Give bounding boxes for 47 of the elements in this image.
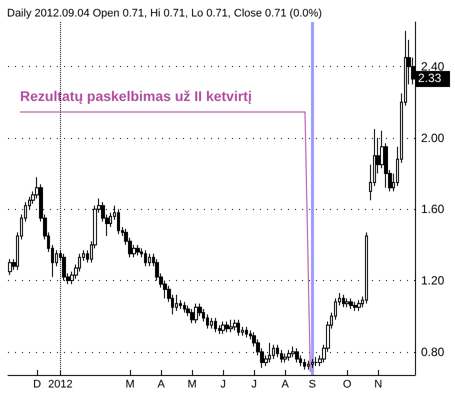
y-tick-label: 2.00 [421,130,445,145]
candlestick [144,250,147,267]
candlestick [272,344,275,360]
x-tick-label: D [33,378,42,390]
candlestick [221,321,225,334]
candlestick [283,353,287,364]
candlestick [148,253,151,267]
candlestick [314,356,318,367]
candlestick [194,303,198,324]
y-tick-label: 1.20 [421,274,445,288]
x-tick-label: A [281,378,290,390]
y-tick-label: 2.40 [421,60,445,74]
candlestick [345,298,349,308]
candlestick [303,358,306,370]
candlestick [175,294,178,312]
candlestick [214,317,217,333]
x-tick-label: M [126,378,135,390]
x-tick-label: J [251,378,257,390]
x-tick-label: J [220,378,226,390]
candlestick [229,319,233,333]
y-tick-label: 0.80 [421,344,445,359]
candlestick [311,358,314,368]
candlestick [225,321,229,333]
x-tick-label: M [188,378,197,390]
candlestick [183,301,186,314]
x-tick-label: A [157,378,166,390]
candlestick [8,258,12,276]
x-tick-label: 2012 [48,378,73,390]
candlestick [287,350,291,362]
candlestick [237,319,240,336]
annotation: Rezultatų paskelbimas už II ketvirtį [20,88,252,104]
candlestick [210,317,213,330]
text: 2.33 [418,71,442,86]
candlestick [349,298,353,310]
x-tick-label: O [342,378,352,390]
candlestick [307,360,310,370]
candlestick [357,300,361,312]
candlestick [365,232,368,304]
candlestick [136,244,140,256]
x-tick-label: N [374,378,382,390]
candlestick [353,301,357,312]
candlestick [342,294,345,308]
y-tick-label: 1.60 [421,202,445,216]
candlestick [245,326,248,338]
x-tick-label: S [308,378,316,390]
candlestick [295,348,299,364]
chart-title: Daily 2012.09.04 Open 0.71, Hi 0.71, Lo 0.71, Close 0.71 (0.0%) [7,8,322,20]
